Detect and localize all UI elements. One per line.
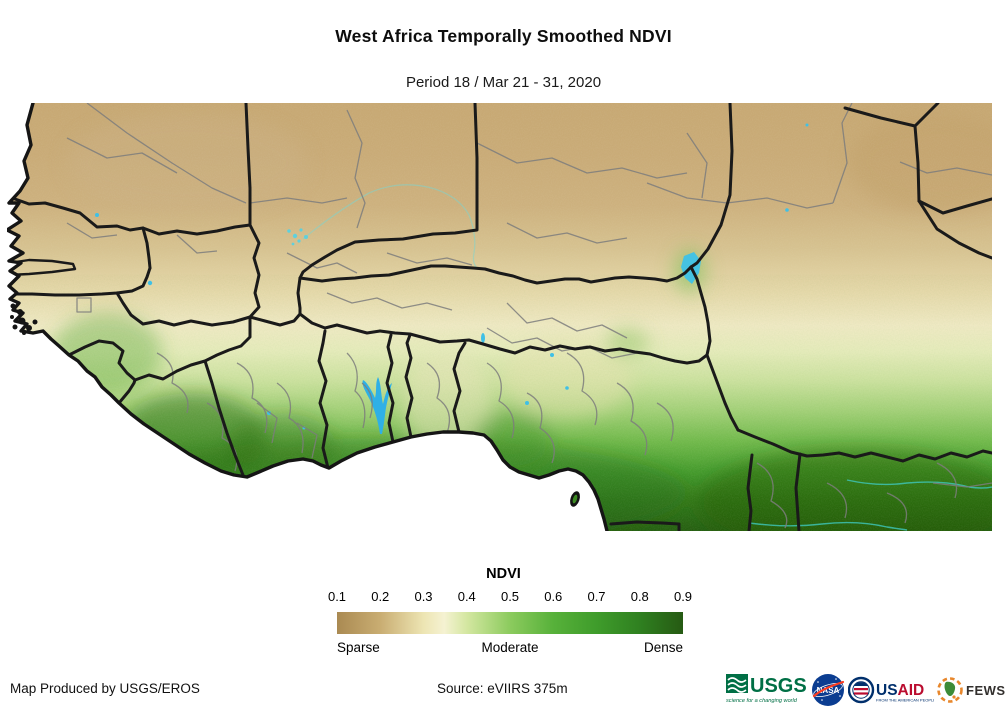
- usgs-logo: USGS science for a changing world: [726, 674, 807, 704]
- legend-tick-0.1: 0.1: [327, 589, 347, 604]
- speckle-texture-dark: [7, 298, 992, 531]
- legend-tick-labels: 0.1 0.2 0.3 0.4 0.5 0.6 0.7 0.8 0.9: [328, 589, 692, 605]
- coastline: [5, 101, 609, 533]
- legend-tick-0.6: 0.6: [544, 589, 563, 604]
- lake-volta: [362, 377, 392, 434]
- bioko-island: [570, 491, 580, 507]
- fews-net-logo: FEWS NET: [937, 677, 1007, 703]
- legend-tick-0.8: 0.8: [630, 589, 649, 604]
- nasa-logo: NASA: [812, 674, 845, 706]
- admin-boundaries: [66, 103, 992, 529]
- legend-tick-0.5: 0.5: [500, 589, 520, 604]
- legend-color-ramp: [337, 612, 683, 634]
- nasa-logo-text: NASA: [817, 686, 840, 695]
- fews-net-logo-text: FEWS NET: [966, 683, 1007, 698]
- page-title: West Africa Temporally Smoothed NDVI: [335, 26, 672, 46]
- source-text: Source: eVIIRS 375m: [437, 681, 568, 696]
- country-borders: [7, 103, 992, 531]
- niger-river: [302, 184, 478, 269]
- legend-title: NDVI: [486, 566, 521, 582]
- ndvi-map-svg: [5, 101, 992, 533]
- legend-label-dense: Dense: [643, 640, 683, 655]
- usaid-logo: USAID FROM THE AMERICAN PEOPLE: [848, 676, 934, 704]
- logo-row: USGS science for a changing world NASA U…: [726, 671, 1007, 711]
- legend-label-sparse: Sparse: [337, 640, 380, 655]
- usaid-logo-text: USAID: [876, 682, 924, 699]
- legend-tick-0.9: 0.9: [673, 589, 693, 604]
- legend-label-moderate: Moderate: [481, 640, 539, 655]
- produced-by-text: Map Produced by USGS/EROS: [10, 681, 200, 696]
- river-southeast-2: [748, 521, 908, 531]
- legend-category-labels: Sparse Moderate Dense: [337, 640, 683, 656]
- usaid-logo-tagline: FROM THE AMERICAN PEOPLE: [876, 698, 934, 703]
- page-subtitle: Period 18 / Mar 21 - 31, 2020: [405, 74, 602, 91]
- legend-tick-0.4: 0.4: [457, 589, 476, 604]
- usgs-logo-tagline: science for a changing world: [726, 698, 798, 704]
- legend-tick-0.3: 0.3: [414, 589, 433, 604]
- ndvi-map: [5, 101, 999, 533]
- bijagos-islands: [10, 303, 38, 335]
- legend-tick-0.2: 0.2: [371, 589, 390, 604]
- river-southeast-1: [846, 479, 992, 489]
- usgs-logo-text: USGS: [750, 675, 807, 697]
- legend-tick-0.7: 0.7: [587, 589, 606, 604]
- inner-niger-delta-wetlands: [287, 228, 308, 246]
